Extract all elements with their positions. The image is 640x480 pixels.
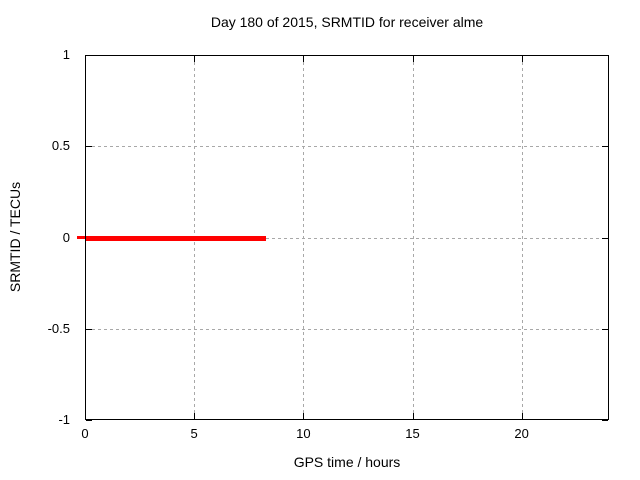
chart-title: Day 180 of 2015, SRMTID for receiver alm… [210,14,484,30]
y-tick-label: 1 [62,47,70,62]
y-tick-mark-right [602,328,608,330]
x-tick-mark [85,413,86,419]
gridline-horizontal [86,237,608,239]
x-tick-mark-top [412,56,414,62]
y-tick-mark [86,420,92,421]
gridline-horizontal [86,328,608,330]
y-tick-mark-right [602,420,608,421]
x-axis-label: GPS time / hours [293,454,401,470]
y-tick-mark [86,146,92,148]
x-tick-mark [521,413,523,419]
series-start-tick [77,236,85,239]
plot-area [85,55,609,421]
x-tick-label: 0 [81,426,89,441]
y-tick-label: 0.5 [51,138,70,154]
y-tick-label: 0 [62,229,70,245]
x-tick-label: 20 [514,426,529,441]
y-tick-mark [86,55,92,56]
x-tick-mark [412,413,414,419]
x-tick-label: 10 [296,426,311,441]
x-tick-mark-top [194,56,196,62]
series-line-srmtid [86,236,267,241]
x-tick-label: 15 [405,426,420,441]
y-tick-mark-right [602,237,608,239]
x-tick-mark-top [303,56,305,62]
y-tick-mark [86,328,92,330]
y-tick-label: -0.5 [47,320,70,336]
x-tick-mark [303,413,305,419]
y-tick-mark-right [602,146,608,148]
y-tick-label: -1 [58,412,70,427]
x-tick-label: 5 [190,426,198,441]
gridline-horizontal [86,146,608,148]
x-tick-mark [194,413,196,419]
x-tick-mark-top [85,56,86,62]
x-tick-mark-top [521,56,523,62]
y-tick-mark-right [602,55,608,56]
